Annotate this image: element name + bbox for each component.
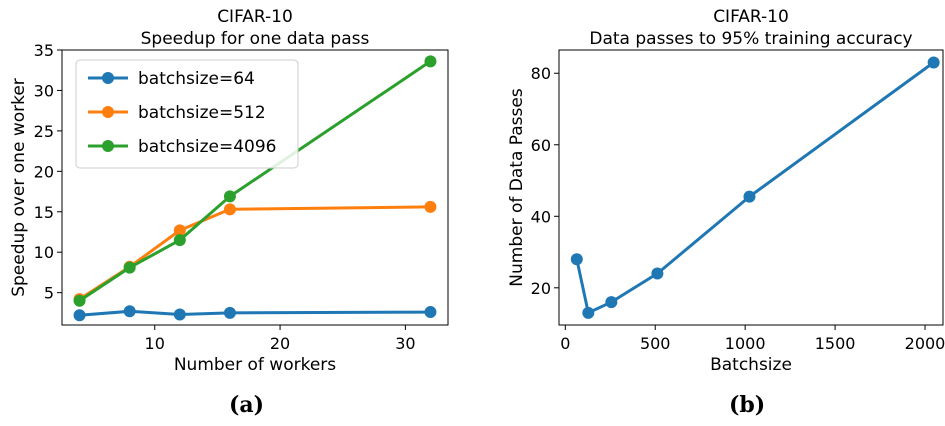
legend-label: batchsize=4096 — [138, 137, 276, 157]
x-tick-label: 0 — [560, 334, 570, 353]
legend-box — [75, 59, 299, 169]
series-batchsize-512 — [73, 200, 437, 306]
data-point — [651, 267, 664, 280]
x-axis-label: Batchsize — [710, 355, 792, 375]
legend-marker — [102, 106, 114, 118]
legend-label: batchsize=64 — [138, 69, 255, 89]
y-axis-label: Number of Data Passes — [507, 88, 527, 287]
y-tick-label: 5 — [44, 284, 54, 303]
series-batchsize-64 — [73, 305, 437, 322]
data-point — [173, 308, 186, 321]
y-tick-label: 30 — [34, 81, 54, 100]
y-tick-label: 20 — [34, 162, 54, 181]
data-point — [73, 309, 86, 322]
x-tick-label: 1500 — [815, 334, 856, 353]
series-line — [570, 56, 940, 319]
x-tick-label: 2000 — [905, 334, 945, 353]
chart-a-subtitle: Speedup for one data pass — [141, 29, 370, 49]
data-point — [582, 306, 595, 319]
data-point — [223, 203, 236, 216]
y-tick-label: 15 — [34, 203, 54, 222]
x-tick-label: 30 — [395, 334, 415, 353]
data-point — [605, 296, 618, 309]
data-point — [123, 261, 136, 274]
y-tick-label: 80 — [531, 64, 551, 83]
data-point — [570, 253, 583, 266]
data-point — [424, 55, 437, 68]
x-axis-label: Number of workers — [174, 355, 336, 375]
y-tick-label: 25 — [34, 122, 54, 141]
data-point — [223, 306, 236, 319]
y-tick-label: 40 — [531, 207, 551, 226]
data-point — [424, 306, 437, 319]
plot-frame — [558, 49, 944, 326]
data-point — [123, 305, 136, 318]
x-tick-label: 20 — [270, 334, 290, 353]
chart-b-title: CIFAR-10 — [713, 7, 789, 27]
series-line — [575, 61, 935, 315]
y-tick-label: 10 — [34, 243, 54, 262]
series-line — [78, 205, 431, 301]
legend: batchsize=64 batchsize=512 batchsize=4096 — [75, 59, 299, 169]
data-point — [173, 224, 186, 237]
data-point — [743, 190, 756, 203]
caption-a: (a) — [229, 392, 265, 418]
y-tick-label: 35 — [34, 41, 54, 60]
data-point — [173, 234, 186, 247]
legend-marker — [102, 72, 114, 84]
x-tick-label: 1000 — [725, 334, 766, 353]
chart-b-subtitle: Data passes to 95% training accuracy — [589, 29, 912, 49]
chart-a-title: CIFAR-10 — [217, 7, 293, 27]
plot-frame — [61, 49, 449, 326]
x-tick-label: 10 — [145, 334, 165, 353]
y-tick-label: 20 — [531, 279, 551, 298]
y-axis-label: Speedup over one worker — [9, 78, 29, 297]
caption-b: (b) — [729, 392, 766, 418]
legend-label: batchsize=512 — [138, 103, 266, 123]
data-point — [424, 200, 437, 213]
data-point — [73, 294, 86, 307]
x-tick-label: 500 — [640, 334, 671, 353]
y-tick-label: 60 — [531, 136, 551, 155]
legend-marker — [102, 140, 114, 152]
data-point — [223, 190, 236, 203]
data-point — [927, 56, 940, 69]
